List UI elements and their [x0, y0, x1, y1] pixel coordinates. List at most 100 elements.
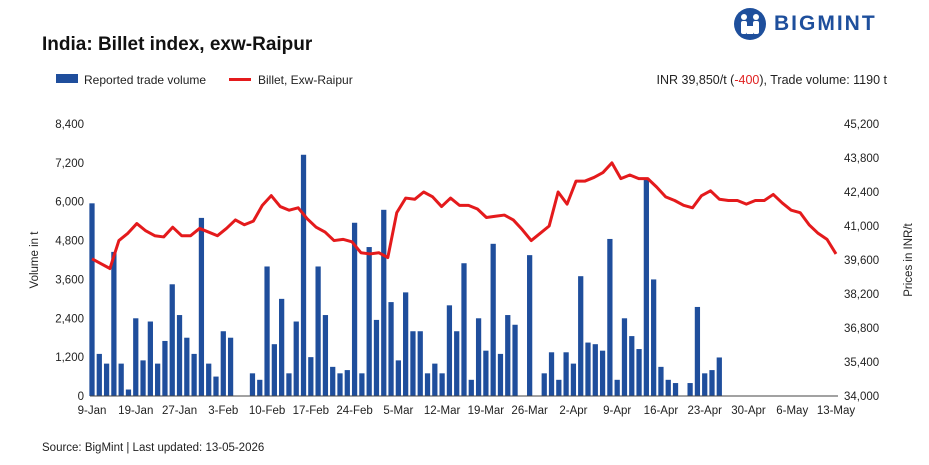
legend-line-swatch [229, 78, 251, 81]
y-right-tick-label: 36,800 [844, 323, 879, 335]
summary-prefix: INR 39,850/t ( [656, 73, 735, 87]
volume-bar [140, 360, 146, 396]
y-right-tick-label: 38,200 [844, 289, 879, 301]
volume-bar [548, 352, 555, 396]
volume-bar [198, 217, 205, 396]
source-note: Source: BigMint | Last updated: 13-05-20… [42, 442, 265, 454]
volume-bar [578, 276, 584, 396]
volume-bar [454, 331, 460, 396]
volume-bar [89, 203, 95, 396]
y-right-tick-label: 35,400 [844, 357, 879, 369]
volume-bar [651, 279, 657, 396]
volume-bar [592, 344, 598, 396]
volume-bar [512, 324, 518, 396]
volume-bar [257, 379, 263, 396]
volume-bar [556, 379, 562, 396]
volume-bar [155, 363, 161, 396]
volume-bar [300, 154, 307, 396]
volume-bar [381, 209, 387, 396]
volume-bar [315, 266, 321, 396]
volume-bar [629, 336, 635, 396]
volume-bar [191, 353, 197, 396]
volume-bar [403, 292, 409, 396]
volume-bar [461, 263, 467, 396]
volume-bar [330, 366, 336, 396]
volume-bar [694, 306, 701, 396]
volume-bar [264, 266, 270, 396]
x-tick-label: 9-Apr [603, 405, 631, 417]
volume-bar [162, 340, 168, 396]
volume-bar [125, 389, 132, 396]
volume-bar [293, 321, 299, 396]
legend-line-label: Billet, Exw-Raipur [258, 73, 353, 87]
volume-bar [410, 331, 416, 396]
x-tick-label: 2-Apr [559, 405, 587, 417]
volume-bar [118, 363, 124, 396]
volume-bar [96, 353, 102, 396]
legend-bar-swatch [56, 74, 78, 83]
y-right-tick-label: 39,600 [844, 255, 879, 267]
x-tick-label: 3-Feb [208, 405, 238, 417]
y-left-tick-label: 4,800 [55, 236, 84, 248]
y-left-tick-label: 6,000 [55, 197, 84, 209]
volume-bar [643, 179, 649, 396]
volume-bar [468, 379, 474, 396]
y-left-tick-label: 0 [78, 391, 84, 403]
volume-bar [585, 342, 591, 396]
brand-logo: BIGMINT [732, 6, 902, 42]
price-summary: INR 39,850/t (-400), Trade volume: 1190 … [657, 73, 887, 87]
volume-bar [702, 373, 708, 396]
volume-bar [716, 357, 722, 396]
volume-bar [439, 373, 445, 396]
volume-bar [395, 360, 401, 396]
x-tick-label: 30-Apr [731, 405, 766, 417]
volume-bar [475, 318, 482, 396]
x-tick-label: 12-Mar [424, 405, 461, 417]
volume-bar [111, 251, 117, 396]
volume-bar [351, 222, 358, 396]
y-left-tick-label: 1,200 [55, 352, 84, 364]
brand-logo-icon [734, 8, 766, 40]
y-right-tick-label: 34,000 [844, 391, 879, 403]
volume-bar [505, 315, 511, 396]
volume-bar [169, 284, 175, 396]
brand-name: BIGMINT [774, 12, 877, 35]
summary-suffix: ), Trade volume: 1190 t [759, 73, 887, 87]
y-right-tick-label: 42,400 [844, 187, 879, 199]
y-right-tick-label: 43,800 [844, 153, 879, 165]
volume-bar [614, 379, 620, 396]
volume-bar [672, 383, 679, 396]
volume-bar [665, 379, 671, 396]
volume-bar [563, 352, 569, 396]
volume-bar [599, 350, 606, 396]
volume-bar [497, 353, 504, 396]
volume-bar [271, 344, 277, 396]
x-tick-label: 5-Mar [383, 405, 413, 417]
volume-bar [658, 366, 664, 396]
summary-change: -400 [734, 73, 760, 87]
volume-bar [133, 318, 139, 396]
volume-bar [687, 383, 693, 396]
x-tick-label: 19-Mar [468, 405, 505, 417]
volume-bar [279, 298, 285, 396]
x-tick-label: 26-Mar [511, 405, 548, 417]
volume-bar [636, 349, 642, 396]
volume-bar [527, 255, 533, 396]
y-right-axis-title: Prices in INR/t [903, 222, 915, 296]
volume-bar [607, 238, 613, 396]
volume-bar [417, 331, 423, 396]
volume-bar [206, 363, 212, 396]
volume-bar [176, 315, 183, 396]
volume-bar [286, 373, 292, 396]
chart-title: India: Billet index, exw-Raipur [42, 34, 313, 55]
y-left-tick-label: 2,400 [55, 313, 84, 325]
volume-bar [227, 337, 234, 396]
volume-bar [446, 305, 453, 396]
volume-bar [103, 363, 110, 396]
volume-bar [432, 363, 438, 396]
volume-bar [337, 373, 343, 396]
volume-bar [388, 302, 394, 396]
y-left-tick-label: 7,200 [55, 158, 84, 170]
volume-bar [483, 350, 489, 396]
